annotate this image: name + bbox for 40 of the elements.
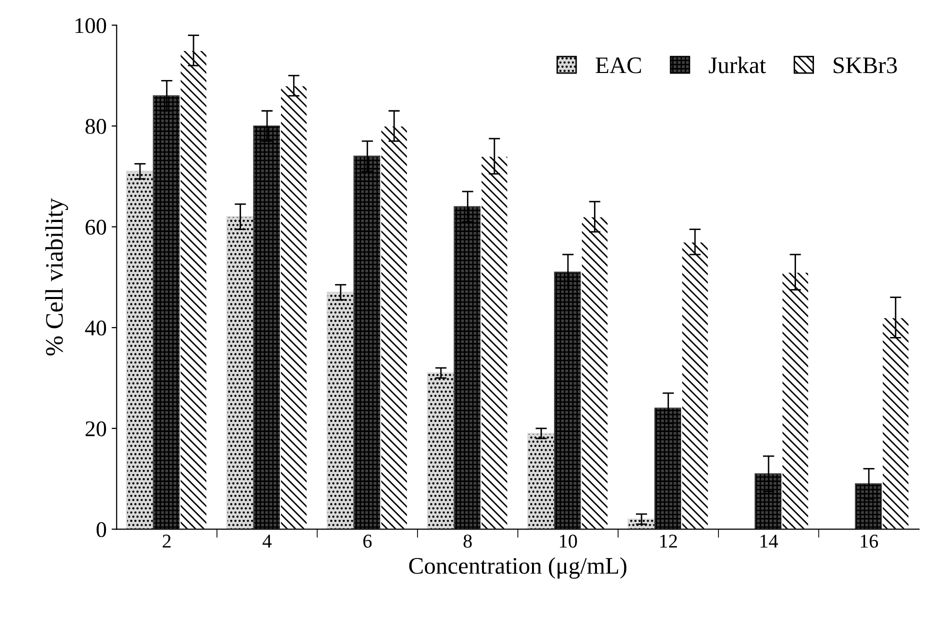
bar	[280, 85, 308, 530]
x-tick-label: 2	[162, 534, 171, 548]
bar	[454, 206, 482, 530]
y-tick-label: 0	[96, 522, 106, 538]
bar	[580, 216, 609, 530]
bar	[854, 483, 883, 530]
x-tick-label: 6	[363, 534, 372, 548]
y-tick-label: 80	[86, 118, 106, 134]
bar	[126, 170, 154, 530]
bar	[882, 316, 910, 530]
y-tick-label: 20	[86, 421, 106, 436]
bar	[781, 272, 810, 530]
y-tick-label: 100	[76, 18, 106, 34]
bar	[554, 272, 582, 530]
bar	[527, 432, 556, 530]
bar	[353, 156, 382, 530]
y-axis-title: % Cell viability	[45, 198, 68, 356]
x-axis-title: Concentration (μg/mL)	[409, 557, 626, 579]
x-tick-label: 12	[660, 534, 677, 548]
legend-label: SKBr3	[834, 57, 897, 74]
x-tick-label: 4	[262, 534, 272, 548]
x-tick-label: 16	[860, 534, 878, 548]
bar	[180, 50, 208, 530]
bar	[253, 125, 281, 530]
bar	[326, 292, 355, 530]
legend-label: EAC	[596, 57, 641, 74]
y-tick-label: 40	[85, 320, 106, 336]
y-tick-label: 60	[86, 220, 106, 235]
x-tick-label: 10	[560, 534, 577, 548]
bar	[380, 125, 408, 530]
bar	[226, 216, 254, 530]
bar	[654, 408, 682, 530]
legend-label: Jurkat	[708, 56, 766, 74]
x-tick-label: 14	[760, 534, 778, 548]
bar	[754, 473, 782, 530]
bar	[426, 372, 455, 530]
bar	[152, 95, 181, 530]
bar	[480, 156, 508, 530]
bar	[681, 241, 709, 530]
x-tick-label: 8	[464, 534, 472, 548]
